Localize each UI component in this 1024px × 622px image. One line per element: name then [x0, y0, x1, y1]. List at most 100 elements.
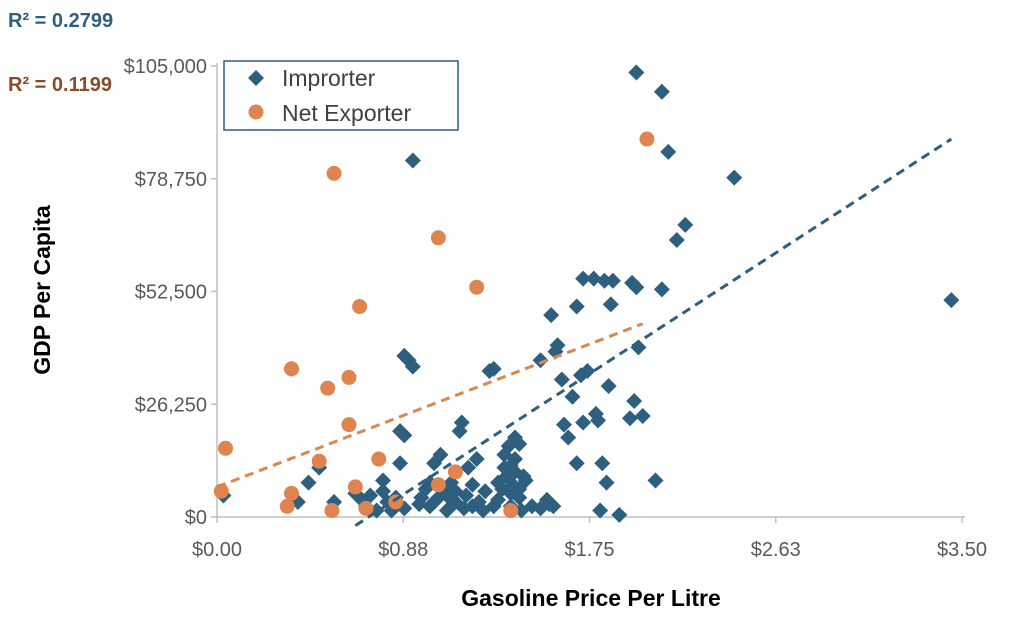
exporter-point [352, 299, 368, 315]
y-tick-label: $52,500 [135, 282, 207, 304]
importer-point [653, 281, 670, 298]
x-tick-label: $0.88 [378, 539, 428, 561]
legend-importer-marker [248, 70, 264, 86]
importer-point [392, 455, 409, 472]
importer-trendline [354, 137, 953, 527]
legend-box [223, 60, 459, 131]
exporter-point [324, 503, 340, 519]
chart-axes [216, 63, 965, 518]
r2-exporter-label: R² = 0.1199 [8, 74, 112, 96]
y-tick-label: $26,250 [135, 394, 207, 416]
y-tick-label: $0 [185, 507, 207, 529]
importer-point [543, 307, 560, 324]
exporter-point [639, 131, 655, 147]
x-tick-label: $0.00 [192, 539, 242, 561]
data-points [213, 64, 960, 523]
importer-point [507, 451, 523, 468]
importer-point [575, 414, 592, 431]
importer-point [604, 272, 621, 289]
importer-point [726, 169, 743, 186]
legend-importer-label: Improrter [282, 65, 376, 91]
importer-point [517, 472, 534, 489]
exporter-point [284, 361, 299, 377]
x-axis-title: Gasoline Price Per Litre [461, 585, 721, 611]
exporter-point [371, 451, 387, 467]
importer-point [511, 489, 528, 506]
importer-point [362, 487, 379, 504]
exporter-point [341, 417, 357, 433]
importer-point [568, 298, 585, 315]
importer-point [549, 337, 566, 354]
importer-point [660, 143, 677, 160]
exporter-point [358, 500, 374, 516]
importer-point [596, 272, 613, 289]
exporter-point [311, 453, 327, 469]
exporter-point [341, 369, 357, 385]
y-tick-label: $105,000 [124, 56, 207, 78]
importer-point [628, 64, 645, 81]
importer-point [628, 279, 645, 296]
importer-point [532, 352, 549, 369]
y-axis-title: GDP Per Capita [29, 205, 55, 375]
importer-point [575, 270, 592, 287]
importer-point [594, 455, 611, 472]
exporter-point [284, 485, 299, 501]
importer-point [460, 459, 477, 476]
importer-point [579, 362, 596, 379]
trendlines [216, 137, 953, 527]
legend: Improrter Net Exporter [223, 60, 459, 131]
importer-point [634, 408, 651, 425]
y-tick-label: $78,750 [135, 169, 207, 191]
importer-point [590, 412, 607, 429]
exporter-point [279, 498, 295, 514]
exporter-point [447, 464, 463, 480]
importer-point [468, 451, 485, 468]
importer-point [453, 414, 470, 431]
importer-point [602, 296, 619, 313]
exporter-point [388, 494, 404, 510]
exporter-point [430, 477, 446, 493]
importer-point [611, 506, 628, 523]
exporter-point [218, 440, 234, 456]
importer-point [511, 435, 528, 452]
exporter-trendline [216, 322, 644, 489]
importer-point [647, 472, 664, 489]
importer-point [300, 474, 317, 491]
legend-exporter-marker [248, 104, 264, 120]
x-tick-label: $3.50 [937, 539, 987, 561]
importer-point [432, 446, 449, 463]
importer-point [464, 476, 481, 493]
importer-point [943, 292, 960, 309]
x-tick-label: $2.63 [751, 539, 801, 561]
importer-point [585, 270, 602, 287]
exporter-point [347, 479, 363, 495]
exporter-point [430, 230, 446, 246]
importer-point [598, 474, 615, 491]
importer-point [545, 498, 562, 515]
importer-point [404, 358, 421, 375]
importer-point [477, 483, 494, 500]
importer-point [592, 502, 609, 519]
importer-point [555, 416, 572, 433]
importer-point [568, 455, 585, 472]
exporter-point [469, 279, 485, 295]
exporter-point [503, 503, 519, 519]
importer-point [653, 83, 670, 100]
importer-point [560, 429, 577, 446]
exporter-point [320, 380, 336, 396]
importer-point [564, 388, 581, 405]
importer-point [621, 410, 638, 427]
legend-exporter-label: Net Exporter [282, 100, 411, 126]
importer-point [677, 216, 694, 233]
x-tick-label: $1.75 [564, 539, 614, 561]
importer-point [404, 152, 421, 169]
exporter-point [326, 165, 342, 181]
importer-point [458, 487, 475, 504]
importer-point [485, 360, 502, 377]
importer-point [396, 427, 413, 444]
importer-point [600, 377, 617, 394]
tick-labels: $0.00 $0.88 $1.75 $2.63 $3.50 $0 $26,250 $52,50… [124, 56, 987, 561]
r2-importer-label: R² = 0.2799 [8, 10, 113, 32]
importer-point [375, 472, 392, 489]
